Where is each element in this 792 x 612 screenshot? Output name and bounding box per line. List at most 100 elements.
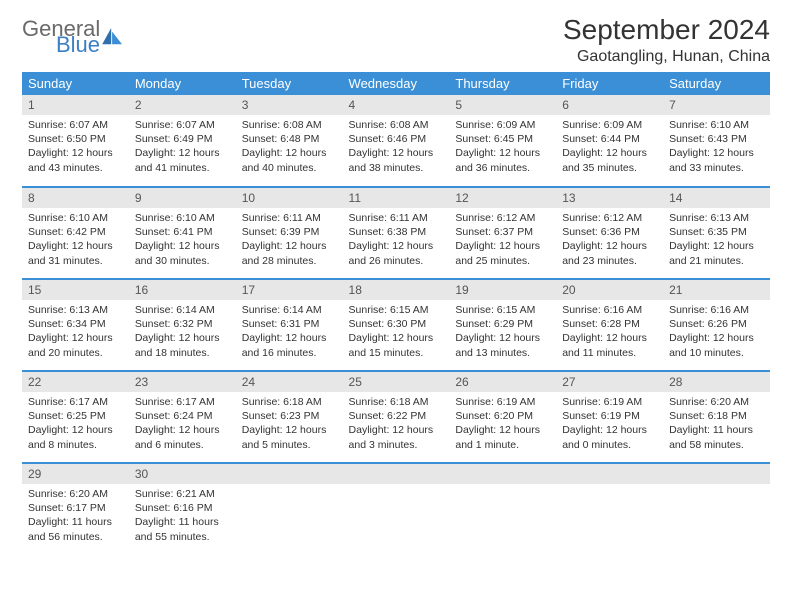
sunrise-text: Sunrise: 6:15 AM bbox=[455, 303, 550, 317]
sunrise-text: Sunrise: 6:10 AM bbox=[28, 211, 123, 225]
day-number: 8 bbox=[22, 188, 129, 208]
daylight1-text: Daylight: 12 hours bbox=[28, 331, 123, 345]
day-details: Sunrise: 6:18 AMSunset: 6:22 PMDaylight:… bbox=[343, 392, 450, 458]
daylight2-text: and 11 minutes. bbox=[562, 346, 657, 360]
sunset-text: Sunset: 6:22 PM bbox=[349, 409, 444, 423]
day-cell: 20Sunrise: 6:16 AMSunset: 6:28 PMDayligh… bbox=[556, 279, 663, 371]
week-row: 29Sunrise: 6:20 AMSunset: 6:17 PMDayligh… bbox=[22, 463, 770, 555]
sunrise-text: Sunrise: 6:17 AM bbox=[28, 395, 123, 409]
day-cell: 19Sunrise: 6:15 AMSunset: 6:29 PMDayligh… bbox=[449, 279, 556, 371]
sunset-text: Sunset: 6:41 PM bbox=[135, 225, 230, 239]
sunrise-text: Sunrise: 6:11 AM bbox=[242, 211, 337, 225]
day-details: Sunrise: 6:17 AMSunset: 6:24 PMDaylight:… bbox=[129, 392, 236, 458]
dayname-sat: Saturday bbox=[663, 72, 770, 95]
month-title: September 2024 bbox=[563, 14, 770, 46]
daylight1-text: Daylight: 12 hours bbox=[562, 239, 657, 253]
day-details: Sunrise: 6:11 AMSunset: 6:38 PMDaylight:… bbox=[343, 208, 450, 274]
day-cell: 30Sunrise: 6:21 AMSunset: 6:16 PMDayligh… bbox=[129, 463, 236, 555]
day-number: 27 bbox=[556, 372, 663, 392]
day-details: Sunrise: 6:09 AMSunset: 6:44 PMDaylight:… bbox=[556, 115, 663, 181]
day-details: Sunrise: 6:08 AMSunset: 6:48 PMDaylight:… bbox=[236, 115, 343, 181]
day-details: Sunrise: 6:16 AMSunset: 6:28 PMDaylight:… bbox=[556, 300, 663, 366]
daylight1-text: Daylight: 12 hours bbox=[242, 331, 337, 345]
day-details bbox=[556, 484, 663, 493]
day-cell: 18Sunrise: 6:15 AMSunset: 6:30 PMDayligh… bbox=[343, 279, 450, 371]
day-number: 11 bbox=[343, 188, 450, 208]
sunset-text: Sunset: 6:35 PM bbox=[669, 225, 764, 239]
daylight2-text: and 10 minutes. bbox=[669, 346, 764, 360]
sunrise-text: Sunrise: 6:08 AM bbox=[242, 118, 337, 132]
day-cell: 1Sunrise: 6:07 AMSunset: 6:50 PMDaylight… bbox=[22, 95, 129, 187]
sunset-text: Sunset: 6:16 PM bbox=[135, 501, 230, 515]
week-row: 1Sunrise: 6:07 AMSunset: 6:50 PMDaylight… bbox=[22, 95, 770, 187]
day-details bbox=[236, 484, 343, 493]
day-number: 29 bbox=[22, 464, 129, 484]
sunset-text: Sunset: 6:46 PM bbox=[349, 132, 444, 146]
day-number: 3 bbox=[236, 95, 343, 115]
day-cell: 28Sunrise: 6:20 AMSunset: 6:18 PMDayligh… bbox=[663, 371, 770, 463]
sunset-text: Sunset: 6:24 PM bbox=[135, 409, 230, 423]
sunrise-text: Sunrise: 6:08 AM bbox=[349, 118, 444, 132]
sunset-text: Sunset: 6:18 PM bbox=[669, 409, 764, 423]
sunset-text: Sunset: 6:45 PM bbox=[455, 132, 550, 146]
sunrise-text: Sunrise: 6:12 AM bbox=[562, 211, 657, 225]
day-details: Sunrise: 6:19 AMSunset: 6:20 PMDaylight:… bbox=[449, 392, 556, 458]
daylight1-text: Daylight: 12 hours bbox=[349, 146, 444, 160]
day-number: 14 bbox=[663, 188, 770, 208]
day-number: 2 bbox=[129, 95, 236, 115]
daylight1-text: Daylight: 12 hours bbox=[669, 239, 764, 253]
daylight1-text: Daylight: 12 hours bbox=[455, 146, 550, 160]
sunset-text: Sunset: 6:49 PM bbox=[135, 132, 230, 146]
day-number: 24 bbox=[236, 372, 343, 392]
day-cell: 21Sunrise: 6:16 AMSunset: 6:26 PMDayligh… bbox=[663, 279, 770, 371]
sunrise-text: Sunrise: 6:13 AM bbox=[669, 211, 764, 225]
sunset-text: Sunset: 6:20 PM bbox=[455, 409, 550, 423]
sunset-text: Sunset: 6:28 PM bbox=[562, 317, 657, 331]
daylight1-text: Daylight: 12 hours bbox=[562, 331, 657, 345]
day-cell: 3Sunrise: 6:08 AMSunset: 6:48 PMDaylight… bbox=[236, 95, 343, 187]
day-number: 7 bbox=[663, 95, 770, 115]
day-cell: 13Sunrise: 6:12 AMSunset: 6:36 PMDayligh… bbox=[556, 187, 663, 279]
sunrise-text: Sunrise: 6:17 AM bbox=[135, 395, 230, 409]
day-cell bbox=[449, 463, 556, 555]
title-block: September 2024 Gaotangling, Hunan, China bbox=[563, 14, 770, 66]
daylight1-text: Daylight: 12 hours bbox=[28, 423, 123, 437]
sunrise-text: Sunrise: 6:16 AM bbox=[669, 303, 764, 317]
daylight2-text: and 56 minutes. bbox=[28, 530, 123, 544]
day-details: Sunrise: 6:14 AMSunset: 6:31 PMDaylight:… bbox=[236, 300, 343, 366]
sunrise-text: Sunrise: 6:10 AM bbox=[669, 118, 764, 132]
day-number bbox=[556, 464, 663, 484]
daylight1-text: Daylight: 12 hours bbox=[562, 423, 657, 437]
day-details: Sunrise: 6:07 AMSunset: 6:49 PMDaylight:… bbox=[129, 115, 236, 181]
sunset-text: Sunset: 6:44 PM bbox=[562, 132, 657, 146]
day-number: 6 bbox=[556, 95, 663, 115]
day-number: 1 bbox=[22, 95, 129, 115]
sunset-text: Sunset: 6:32 PM bbox=[135, 317, 230, 331]
day-cell: 15Sunrise: 6:13 AMSunset: 6:34 PMDayligh… bbox=[22, 279, 129, 371]
day-cell bbox=[663, 463, 770, 555]
daylight1-text: Daylight: 11 hours bbox=[28, 515, 123, 529]
day-number: 15 bbox=[22, 280, 129, 300]
daylight1-text: Daylight: 12 hours bbox=[562, 146, 657, 160]
sunrise-text: Sunrise: 6:10 AM bbox=[135, 211, 230, 225]
sunset-text: Sunset: 6:26 PM bbox=[669, 317, 764, 331]
day-number: 12 bbox=[449, 188, 556, 208]
sunrise-text: Sunrise: 6:18 AM bbox=[242, 395, 337, 409]
daylight2-text: and 35 minutes. bbox=[562, 161, 657, 175]
sunset-text: Sunset: 6:23 PM bbox=[242, 409, 337, 423]
daylight1-text: Daylight: 12 hours bbox=[28, 146, 123, 160]
daylight2-text: and 41 minutes. bbox=[135, 161, 230, 175]
daylight2-text: and 26 minutes. bbox=[349, 254, 444, 268]
sunrise-text: Sunrise: 6:09 AM bbox=[562, 118, 657, 132]
sunset-text: Sunset: 6:38 PM bbox=[349, 225, 444, 239]
daylight2-text: and 55 minutes. bbox=[135, 530, 230, 544]
daylight1-text: Daylight: 12 hours bbox=[455, 239, 550, 253]
day-details: Sunrise: 6:15 AMSunset: 6:29 PMDaylight:… bbox=[449, 300, 556, 366]
calendar-body: 1Sunrise: 6:07 AMSunset: 6:50 PMDaylight… bbox=[22, 95, 770, 555]
daylight1-text: Daylight: 11 hours bbox=[135, 515, 230, 529]
sunset-text: Sunset: 6:19 PM bbox=[562, 409, 657, 423]
day-details: Sunrise: 6:20 AMSunset: 6:18 PMDaylight:… bbox=[663, 392, 770, 458]
daylight2-text: and 0 minutes. bbox=[562, 438, 657, 452]
week-row: 22Sunrise: 6:17 AMSunset: 6:25 PMDayligh… bbox=[22, 371, 770, 463]
day-details: Sunrise: 6:10 AMSunset: 6:42 PMDaylight:… bbox=[22, 208, 129, 274]
